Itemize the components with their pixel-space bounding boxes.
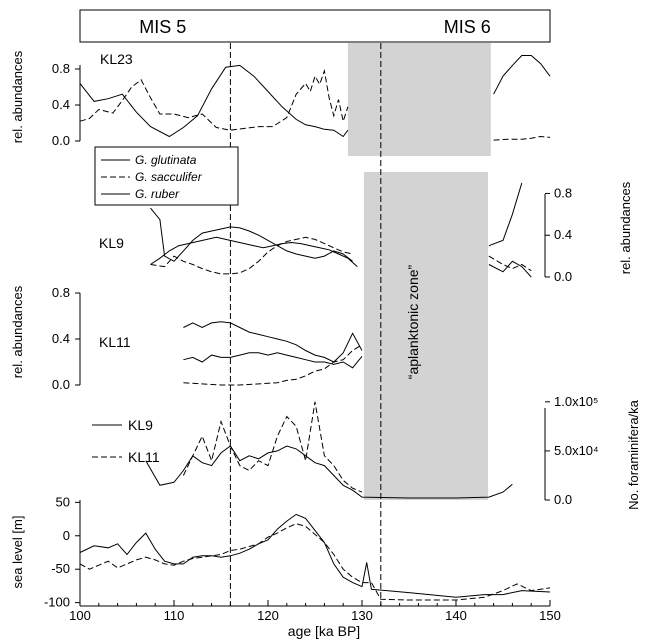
y-tick-label-sealevel: 50	[56, 494, 70, 509]
y-axis-label-KL11: rel. abundances	[10, 285, 25, 378]
y-tick-label-foram: 1.0x10⁵	[554, 394, 598, 409]
series-KL9-g-ruber	[150, 207, 353, 262]
series-KL23-g-sacculifer	[79, 68, 349, 131]
aplanktonic-zone-label: “aplanktonic zone”	[405, 264, 421, 379]
y-tick-label-KL9: 0.4	[554, 227, 572, 242]
x-tick-label: 150	[539, 608, 561, 623]
stage-label-mis6: MIS 6	[444, 17, 491, 37]
core-label-KL11: KL11	[99, 334, 131, 350]
x-tick-label: 130	[351, 608, 373, 623]
series-KL9-g-glutinata	[150, 236, 358, 267]
y-axis-label-foram: No. foraminifera/ka	[626, 399, 641, 510]
y-tick-label-sealevel: -100	[44, 595, 70, 610]
series-KL9-g-sacculifer	[150, 236, 353, 275]
x-tick-label: 110	[164, 608, 185, 623]
series-KL9-g-sacculifer	[488, 255, 532, 272]
series-sealevel-sea-level-1	[79, 513, 551, 598]
foram-legend-label-kl11: KL11	[128, 449, 160, 465]
x-axis-label: age [ka BP]	[288, 623, 360, 639]
species-legend-box	[94, 146, 239, 206]
x-axis: age [ka BP] 100 110 120 130 140 150	[69, 600, 561, 639]
series-layer	[79, 55, 551, 601]
y-tick-label-KL11: 0.4	[52, 331, 70, 346]
stage-header-box	[79, 9, 551, 43]
y-tick-label-foram: 5.0x10⁴	[554, 443, 599, 458]
core-label-KL9: KL9	[99, 235, 124, 251]
y-tick-label-sealevel: 0	[63, 528, 70, 543]
x-tick-label: 120	[257, 608, 279, 623]
stage-header: MIS 5 MIS 6	[79, 9, 551, 43]
y-tick-label-KL23: 0.0	[52, 133, 70, 148]
series-KL11-g-sacculifer	[183, 344, 363, 386]
series-sealevel-sea-level-2	[79, 523, 551, 601]
y-tick-label-KL23: 0.4	[52, 97, 70, 112]
series-KL11-g-glutinata	[183, 352, 363, 369]
y-tick-label-KL11: 0.8	[52, 285, 70, 300]
series-KL9-g-ruber	[488, 182, 523, 247]
y-axis-label-KL9: rel. abundances	[618, 181, 633, 274]
y-tick-label-foram: 0.0	[554, 492, 572, 507]
y-axis-label-sealevel: sea level [m]	[10, 516, 25, 589]
y-tick-label-sealevel: -50	[51, 561, 70, 576]
series-KL23-g-sacculifer	[493, 135, 551, 141]
series-KL23-g-glutinata	[79, 64, 349, 138]
gray-zones-layer: “aplanktonic zone”	[347, 43, 491, 500]
y-axis-label-KL23: rel. abundances	[10, 50, 25, 143]
x-tick-label: 140	[445, 608, 467, 623]
series-foram-kl9	[145, 445, 513, 499]
y-tick-label-KL9: 0.0	[554, 269, 572, 284]
boundary-lines	[229, 43, 382, 606]
series-foram-kl11	[182, 401, 363, 493]
stage-label-mis5: MIS 5	[139, 17, 186, 37]
series-KL11-g-ruber	[183, 321, 363, 363]
series-KL23-g-glutinata	[493, 55, 551, 95]
y-tick-label-KL23: 0.8	[52, 61, 70, 76]
foram-legend-label-kl9: KL9	[128, 417, 153, 433]
core-label-KL23: KL23	[100, 51, 133, 67]
y-tick-label-KL9: 0.8	[554, 185, 572, 200]
legend-label-g-glutinata: G. glutinata	[135, 153, 197, 167]
x-tick-label: 100	[69, 608, 91, 623]
gray-zone-kl23	[347, 43, 491, 156]
legend: KL9 KL11 G. glutinata G. sacculifer G. ruber	[92, 146, 239, 465]
series-KL9-g-glutinata	[488, 260, 532, 278]
legend-label-g-ruber: G. ruber	[135, 187, 180, 201]
legend-label-g-sacculifer: G. sacculifer	[135, 170, 203, 184]
y-tick-label-KL11: 0.0	[52, 377, 70, 392]
axes-layer: 0.0 0.4 0.8 rel. abundances KL23 0.0 0.4 0.8 rel…	[10, 50, 641, 609]
gray-zone-aplanktonic	[363, 172, 488, 500]
